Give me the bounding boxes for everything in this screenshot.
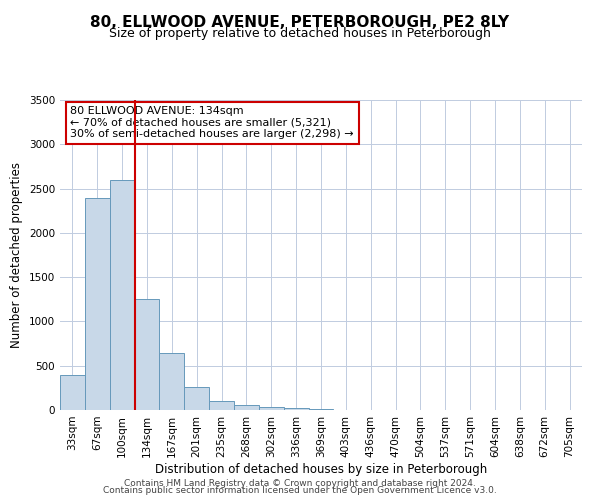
Bar: [184, 387, 209, 410]
Bar: [60, 376, 85, 410]
Bar: [110, 180, 134, 410]
Bar: [259, 408, 284, 410]
Text: 80 ELLWOOD AVENUE: 134sqm
← 70% of detached houses are smaller (5,321)
30% of se: 80 ELLWOOD AVENUE: 134sqm ← 70% of detac…: [70, 106, 354, 140]
Bar: [308, 409, 334, 410]
Text: Size of property relative to detached houses in Peterborough: Size of property relative to detached ho…: [109, 28, 491, 40]
Y-axis label: Number of detached properties: Number of detached properties: [10, 162, 23, 348]
Bar: [284, 408, 308, 410]
Bar: [160, 354, 184, 410]
Bar: [234, 405, 259, 410]
Bar: [209, 401, 234, 410]
Text: Contains public sector information licensed under the Open Government Licence v3: Contains public sector information licen…: [103, 486, 497, 495]
Bar: [85, 198, 110, 410]
Text: Contains HM Land Registry data © Crown copyright and database right 2024.: Contains HM Land Registry data © Crown c…: [124, 478, 476, 488]
X-axis label: Distribution of detached houses by size in Peterborough: Distribution of detached houses by size …: [155, 462, 487, 475]
Text: 80, ELLWOOD AVENUE, PETERBOROUGH, PE2 8LY: 80, ELLWOOD AVENUE, PETERBOROUGH, PE2 8L…: [91, 15, 509, 30]
Bar: [134, 300, 160, 410]
